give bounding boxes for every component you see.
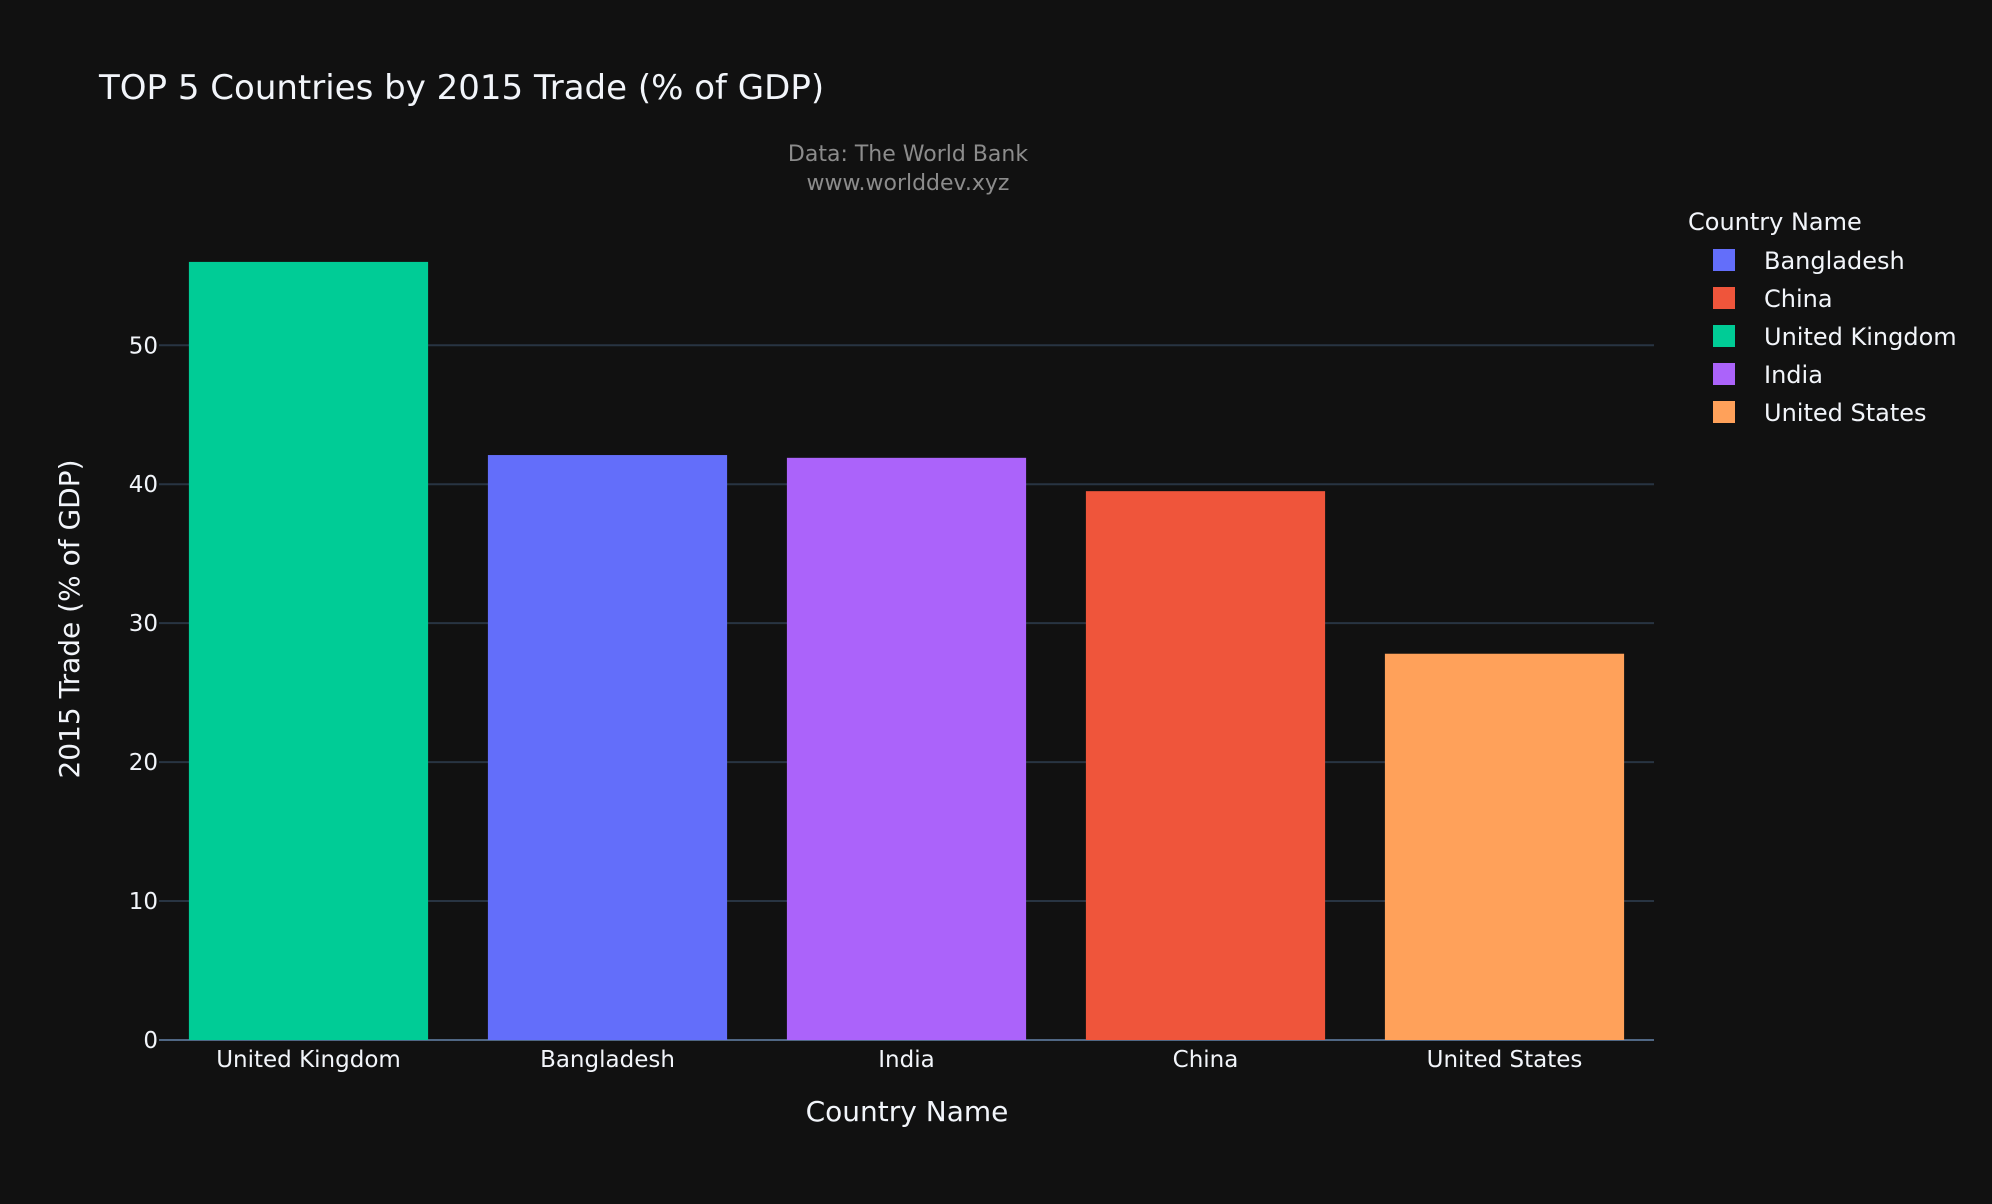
y-axis-title: 2015 Trade (% of GDP) (53, 459, 86, 778)
bar (1085, 491, 1326, 1040)
y-tick-label: 10 (129, 889, 158, 915)
legend-title: Country Name (1688, 208, 1862, 236)
legend-swatch (1713, 401, 1735, 423)
x-tick-label: India (878, 1047, 934, 1073)
legend-item-label: United States (1764, 399, 1927, 427)
bars (188, 261, 1625, 1041)
x-tick-label: Bangladesh (540, 1047, 675, 1073)
legend-item-label: Bangladesh (1764, 247, 1905, 275)
y-tick-label: 30 (129, 611, 158, 637)
legend-swatch (1713, 363, 1735, 385)
x-tick-label: United States (1427, 1047, 1583, 1073)
y-tick-label: 20 (129, 750, 158, 776)
chart-title: TOP 5 Countries by 2015 Trade (% of GDP) (98, 68, 824, 108)
bar (188, 261, 429, 1040)
chart-subtitle-line-2: www.worlddev.xyz (807, 171, 1010, 196)
bar (1384, 653, 1625, 1040)
legend-item-label: India (1764, 361, 1823, 389)
y-tick-label: 0 (143, 1028, 158, 1054)
legend: Bangladesh China United Kingdom India United… (1713, 247, 1957, 427)
y-tick-label: 40 (129, 472, 158, 498)
legend-swatch (1713, 287, 1735, 309)
x-tick-label: China (1173, 1047, 1239, 1073)
legend-item-label: United Kingdom (1764, 323, 1957, 351)
legend-swatch (1713, 325, 1735, 347)
x-axis-title: Country Name (806, 1095, 1009, 1128)
bar (487, 455, 728, 1040)
y-tick-label: 50 (129, 333, 158, 359)
y-axis-ticks: 0 10 20 30 40 50 (129, 333, 158, 1054)
legend-swatch (1713, 249, 1735, 271)
x-axis-ticks: United Kingdom Bangladesh India China United… (216, 1047, 1582, 1073)
chart-subtitle-line-1: Data: The World Bank (788, 142, 1028, 167)
x-tick-label: United Kingdom (216, 1047, 401, 1073)
bar (786, 457, 1027, 1041)
legend-item-label: China (1764, 285, 1833, 313)
